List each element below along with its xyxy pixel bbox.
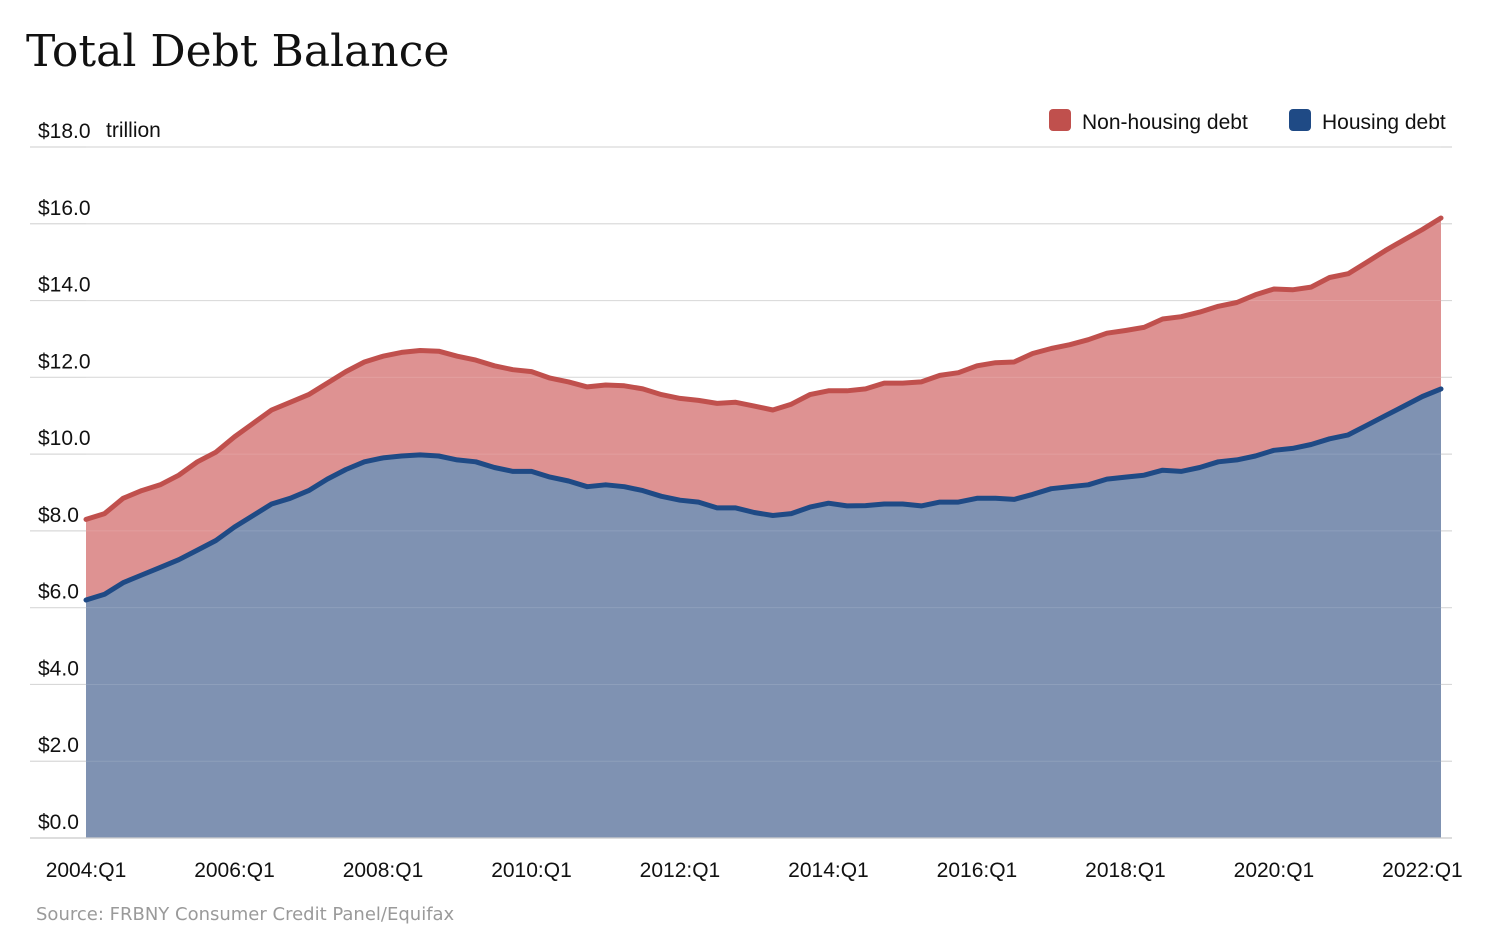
legend-item-housing: Housing debt xyxy=(1289,109,1446,134)
x-tick-label: 2014:Q1 xyxy=(788,859,869,882)
y-tick-label: $4.0 xyxy=(38,657,79,680)
y-tick-label: $6.0 xyxy=(38,581,79,604)
x-tick-label: 2016:Q1 xyxy=(937,859,1018,882)
x-tick-label: 2006:Q1 xyxy=(194,859,275,882)
legend: Non-housing debt Housing debt xyxy=(1049,109,1446,134)
y-tick-label: $16.0 xyxy=(38,197,91,220)
x-tick-label: 2008:Q1 xyxy=(343,859,424,882)
chart-title: Total Debt Balance xyxy=(26,26,449,77)
y-axis-ticks: $0.0 $2.0 $4.0 $6.0 $8.0 $10.0 $12.0 $14.0 $16.0… xyxy=(38,120,91,834)
legend-swatch-housing xyxy=(1289,109,1311,131)
non-housing-line xyxy=(83,215,1444,522)
x-tick-label: 2018:Q1 xyxy=(1085,859,1166,882)
x-tick-label: 2010:Q1 xyxy=(491,859,572,882)
legend-item-non-housing: Non-housing debt xyxy=(1049,109,1248,134)
housing-area xyxy=(86,388,1441,838)
legend-label-housing: Housing debt xyxy=(1322,111,1446,134)
housing-line xyxy=(83,386,1444,603)
x-tick-label: 2022:Q1 xyxy=(1382,859,1463,882)
x-tick-label: 2012:Q1 xyxy=(640,859,721,882)
x-axis-ticks: 2004:Q1 2006:Q1 2008:Q1 2010:Q1 2012:Q1 2014:… xyxy=(46,859,1463,882)
plot-area xyxy=(30,146,1452,839)
y-tick-label: $0.0 xyxy=(38,811,79,834)
unit-label: trillion xyxy=(106,119,161,142)
y-tick-label: $18.0 xyxy=(38,120,91,143)
y-tick-label: $2.0 xyxy=(38,734,79,757)
y-tick-label: $14.0 xyxy=(38,274,91,297)
x-tick-label: 2020:Q1 xyxy=(1234,859,1315,882)
y-tick-label: $8.0 xyxy=(38,504,79,527)
legend-label-non-housing: Non-housing debt xyxy=(1082,111,1248,134)
source-note: Source: FRBNY Consumer Credit Panel/Equi… xyxy=(36,904,455,925)
x-tick-label: 2004:Q1 xyxy=(46,859,127,882)
legend-swatch-non-housing xyxy=(1049,109,1071,131)
y-tick-label: $12.0 xyxy=(38,350,91,373)
y-tick-label: $10.0 xyxy=(38,427,91,450)
